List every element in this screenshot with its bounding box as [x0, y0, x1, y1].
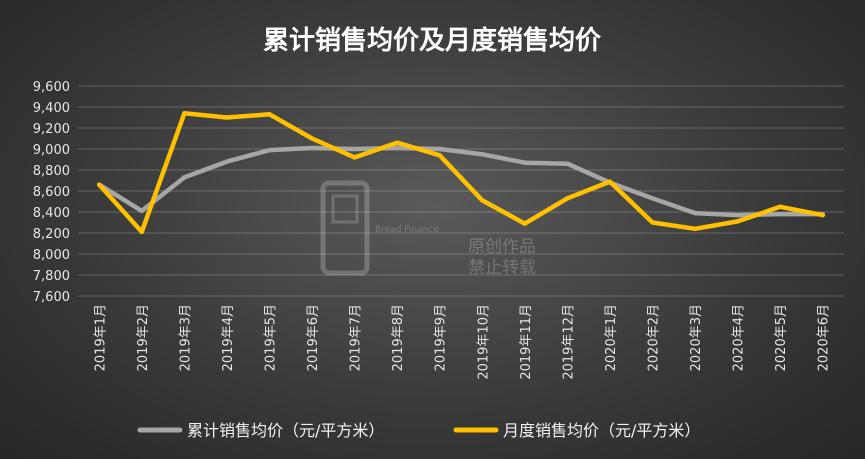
x-tick-label: 2020年1月: [604, 304, 619, 371]
data-point: [522, 221, 528, 226]
data-point: [97, 182, 102, 187]
data-point: [224, 159, 230, 164]
x-tick-label: 2020年4月: [732, 304, 747, 371]
data-point: [139, 208, 145, 214]
series-line-cumulative: [97, 145, 825, 218]
data-point: [224, 115, 230, 120]
x-tick-label: 2020年5月: [774, 304, 789, 371]
y-axis-ticks: 7,600 7,800 8,000 8,200 8,400 8,600 8,800 9,000…: [33, 80, 70, 305]
y-tick-label: 9,200: [33, 122, 70, 137]
watermark: Bread Finance 原创作品 禁止转载: [320, 180, 536, 278]
watermark-brand-en: Bread Finance: [375, 225, 439, 235]
y-tick-label: 8,000: [33, 248, 70, 263]
x-tick-label: 2019年5月: [264, 304, 279, 371]
data-point: [565, 196, 570, 201]
data-point: [735, 212, 740, 218]
x-tick-label: 2019年8月: [391, 304, 406, 371]
x-tick-label: 2019年9月: [434, 304, 449, 371]
data-point: [182, 175, 187, 180]
data-point: [607, 179, 613, 184]
data-point: [777, 211, 783, 217]
data-point: [394, 140, 400, 145]
legend-label: 累计销售均价（元/平方米）: [187, 421, 384, 440]
data-point: [820, 212, 825, 218]
y-tick-label: 8,800: [33, 164, 70, 179]
x-tick-label: 2019年3月: [178, 304, 193, 371]
y-tick-label: 8,200: [33, 227, 70, 242]
legend-label: 月度销售均价（元/平方米）: [503, 421, 700, 440]
series-line-monthly: [97, 111, 825, 235]
y-tick-label: 9,600: [33, 80, 70, 95]
y-tick-label: 8,600: [33, 185, 70, 200]
legend: 累计销售均价（元/平方米） 月度销售均价（元/平方米）: [137, 421, 700, 440]
data-point: [522, 160, 528, 165]
watermark-logo-inner-icon: [331, 194, 359, 224]
y-tick-label: 9,000: [33, 143, 70, 158]
x-tick-label: 2020年2月: [647, 304, 662, 371]
x-tick-label: 2019年4月: [221, 304, 236, 371]
data-point: [735, 219, 740, 224]
x-tick-label: 2019年7月: [349, 304, 364, 371]
data-point: [309, 136, 315, 141]
data-point: [352, 146, 357, 152]
watermark-line1: 原创作品: [468, 237, 536, 257]
data-point: [480, 198, 485, 203]
y-tick-label: 9,400: [33, 101, 70, 116]
data-point: [565, 161, 570, 166]
data-point: [267, 112, 272, 117]
data-point: [182, 111, 187, 116]
data-point: [394, 145, 400, 151]
y-tick-label: 8,400: [33, 206, 70, 221]
y-tick-label: 7,800: [33, 269, 70, 284]
watermark-line2: 禁止转载: [468, 258, 536, 278]
data-point: [692, 226, 698, 231]
series-layer: [97, 111, 825, 235]
x-tick-label: 2019年2月: [136, 304, 151, 371]
data-point: [352, 155, 357, 160]
x-tick-label: 2020年6月: [817, 304, 832, 371]
chart-title: 累计销售均价及月度销售均价: [263, 25, 602, 56]
x-tick-label: 2020年3月: [689, 304, 704, 371]
x-tick-label: 2019年1月: [93, 304, 108, 371]
data-point: [309, 145, 315, 151]
data-point: [692, 210, 698, 216]
gridlines: [78, 85, 844, 297]
x-tick-label: 2019年6月: [306, 304, 321, 371]
data-point: [650, 196, 655, 201]
data-point: [650, 220, 655, 225]
data-point: [139, 229, 145, 235]
y-tick-label: 7,600: [33, 290, 70, 305]
data-point: [437, 146, 442, 152]
x-tick-label: 2019年10月: [476, 304, 491, 380]
data-point: [480, 152, 485, 157]
data-point: [437, 153, 442, 158]
x-tick-label: 2019年12月: [561, 304, 576, 380]
data-point: [267, 147, 272, 153]
data-point: [777, 204, 783, 209]
x-tick-label: 2019年11月: [519, 304, 534, 380]
watermark-logo-icon: [320, 180, 370, 276]
x-axis: 2019年1月 2019年2月 2019年3月 2019年4月 2019年5月 2019年…: [93, 304, 831, 380]
